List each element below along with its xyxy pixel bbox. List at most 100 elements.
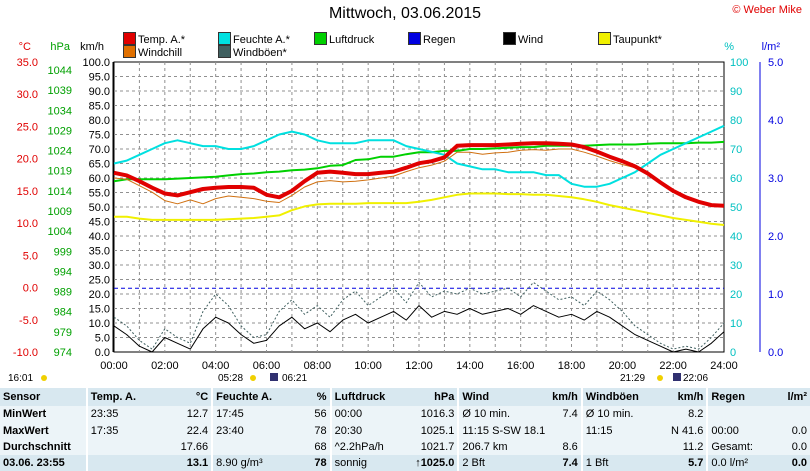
rain-tick-label: 0.0 xyxy=(768,347,783,359)
stats-table: Sensor Temp. A. °C Feuchte A. % Luftdruc… xyxy=(0,388,810,471)
x-tick-label: 24:00 xyxy=(710,360,738,372)
wind-tick-label: 0.0 xyxy=(95,347,110,359)
stats-header: l/m² xyxy=(774,388,810,407)
chart-title: Mittwoch, 03.06.2015 xyxy=(328,5,482,22)
stats-row-current: 03.06. 23:55 13.1 8.90 g/m³ 78 sonnig ↑1… xyxy=(0,454,810,471)
legend-dewpoint: Taupunkt* xyxy=(598,32,662,47)
legend-swatch xyxy=(408,32,421,45)
stats-cell: 20:30 xyxy=(329,422,413,439)
stats-header: Feuchte A. xyxy=(211,388,294,407)
stats-cell: Ø 10 min. xyxy=(457,406,537,423)
stats-cell: Ø 10 min. xyxy=(580,406,659,423)
series-line-windchill xyxy=(113,148,725,207)
axis-labels: °C hPa km/h% l/m² 35.0 30.0 25.0 20.0 15.0 10.0 5.… xyxy=(13,41,783,359)
stats-row-min: MinWert 23:35 12.7 17:45 56 00:00 1016.3… xyxy=(0,406,810,423)
legend-label: Taupunkt* xyxy=(613,34,662,46)
legend-label: Windböen* xyxy=(233,47,287,59)
stats-cell: 23:35 xyxy=(85,406,164,423)
pressure-tick-label: 1024 xyxy=(48,146,72,158)
legend-windchill: Windchill xyxy=(123,45,182,60)
wind-tick-label: 75.0 xyxy=(89,130,110,142)
stats-cell: 8.6 xyxy=(562,440,578,453)
temp-tick-label: 5.0 xyxy=(23,250,38,262)
moonset-time: 06:21 xyxy=(282,373,307,384)
stats-cell xyxy=(211,438,294,455)
stats-cell: 13.1 xyxy=(163,454,213,471)
stats-cell xyxy=(706,406,775,423)
wind-tick-label: 100.0 xyxy=(82,57,110,69)
stats-cell: 23:40 xyxy=(211,422,294,439)
pressure-tick-label: 1014 xyxy=(48,186,72,198)
stats-header: Wind xyxy=(457,388,537,407)
stats-cell: 8.90 g/m³ xyxy=(211,454,294,471)
stats-cell: 0.0 xyxy=(791,424,807,437)
legend-label: Feuchte A.* xyxy=(233,34,290,46)
wind-tick-label: 80.0 xyxy=(89,115,110,127)
legend-swatch xyxy=(314,32,327,45)
stats-cell xyxy=(774,406,810,422)
stats-cell: 2 Bft xyxy=(457,454,537,471)
x-tick-label: 04:00 xyxy=(202,360,230,372)
stats-row-label: 03.06. 23:55 xyxy=(0,454,87,471)
stats-row-label: MaxWert xyxy=(3,424,49,437)
stats-cell: 8.2 xyxy=(688,408,704,421)
x-tick-label: 18:00 xyxy=(558,360,586,372)
stats-header: Regen xyxy=(706,388,775,407)
wind-axis-unit: km/h xyxy=(80,41,104,53)
x-axis-ticks: 00:00 02:00 04:00 06:00 08:00 10:00 12:00 14:00… xyxy=(100,360,738,372)
legend-swatch xyxy=(503,32,516,45)
wind-tick-label: 30.0 xyxy=(89,260,110,272)
stats-cell: 56 xyxy=(314,408,327,421)
stats-cell: 17:35 xyxy=(85,422,164,439)
stats-header: °C xyxy=(163,388,213,407)
wind-tick-label: 95.0 xyxy=(89,72,110,84)
weather-chart: °C hPa km/h% l/m² 35.0 30.0 25.0 20.0 15.0 10.0 5.… xyxy=(8,41,783,384)
stats-header: Windböen xyxy=(580,388,659,407)
stats-cell: 1021.7 xyxy=(420,440,455,453)
x-tick-label: 06:00 xyxy=(253,360,281,372)
legend-rain: Regen xyxy=(408,32,455,47)
temp-tick-label: 30.0 xyxy=(17,89,38,101)
rain-tick-label: 4.0 xyxy=(768,115,783,127)
legend-pressure: Luftdruck xyxy=(314,32,374,47)
humidity-tick-label: 0 xyxy=(730,347,736,359)
stats-cell: 206.7 km xyxy=(457,438,537,455)
temp-tick-label: -10.0 xyxy=(13,347,38,359)
pressure-tick-label: 999 xyxy=(54,246,72,258)
stats-header: km/h xyxy=(536,388,582,407)
pressure-tick-label: 1019 xyxy=(48,166,72,178)
stats-cell: 00:00 xyxy=(329,406,413,423)
stats-cell xyxy=(85,454,164,471)
temp-tick-label: -5.0 xyxy=(19,315,38,327)
series-line-pressure xyxy=(113,140,725,183)
stats-cell: sonnig xyxy=(329,454,413,471)
stats-cell: 00:00 xyxy=(706,422,775,439)
humidity-tick-label: 40 xyxy=(730,231,742,243)
stats-row-max: MaxWert 17:35 22.4 23:40 78 20:30 1025.1… xyxy=(0,422,810,439)
stats-header: Temp. A. xyxy=(85,388,164,407)
stats-cell: N 41.6 xyxy=(670,424,704,437)
stats-cell: 68 xyxy=(314,440,327,453)
stats-cell: 0.0 xyxy=(791,440,807,453)
legend-temp: Temp. A.* xyxy=(123,32,185,47)
wind-tick-label: 10.0 xyxy=(89,318,110,330)
legend-swatch xyxy=(218,32,231,45)
legend-label: Luftdruck xyxy=(329,34,375,46)
stats-row-avg: Durchschnitt 17.66 68 ^2.2hPa/h 1021.7 2… xyxy=(0,438,810,455)
moon-icon xyxy=(270,373,278,381)
pressure-tick-label: 1034 xyxy=(48,105,72,117)
chart-series xyxy=(113,124,725,353)
legend-label: Temp. A.* xyxy=(138,34,186,46)
humidity-tick-label: 20 xyxy=(730,289,742,301)
humidity-tick-label: 60 xyxy=(730,173,742,185)
humidity-tick-label: 70 xyxy=(730,144,742,156)
stats-cell: 1 Bft xyxy=(580,454,659,471)
sun-moon-markers: 16:01 05:28 06:21 21:29 22:06 xyxy=(8,373,708,384)
humidity-tick-label: 90 xyxy=(730,86,742,98)
wind-tick-label: 40.0 xyxy=(89,231,110,243)
stats-cell: 78 xyxy=(314,424,327,437)
sun-icon xyxy=(657,375,663,381)
sun-icon xyxy=(41,375,47,381)
stats-row-label: MinWert xyxy=(3,408,47,421)
temp-tick-label: 15.0 xyxy=(17,186,38,198)
